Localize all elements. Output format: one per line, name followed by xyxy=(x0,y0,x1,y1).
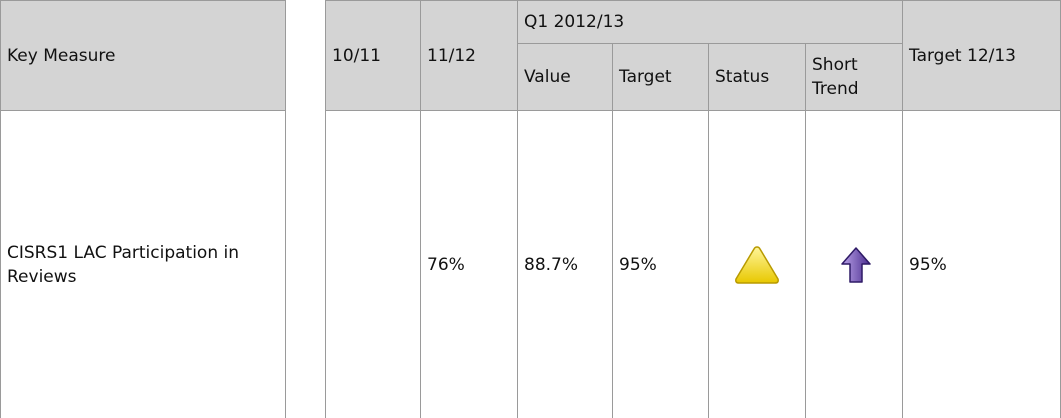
body-cell: 95% xyxy=(612,110,709,418)
body-cell xyxy=(708,110,806,418)
body-cell: 95% xyxy=(902,110,1061,418)
header-cell: Status xyxy=(708,43,806,111)
header-text: Value xyxy=(524,67,571,87)
group-title: Q1 2012/13 xyxy=(524,12,625,32)
header-cell: Key Measure xyxy=(0,0,286,111)
cell-text: 95% xyxy=(619,254,657,275)
header-cell: Value xyxy=(517,43,613,111)
header-text: 10/11 xyxy=(332,45,381,66)
header-cell: 11/12 xyxy=(420,0,518,111)
measure-text: CISRS1 LAC Participation in Reviews xyxy=(7,242,239,287)
cell-text: 76% xyxy=(427,254,465,275)
header-text: 11/12 xyxy=(427,45,476,66)
header-text: Status xyxy=(715,67,770,87)
cell-text: 95% xyxy=(909,254,947,275)
body-cell xyxy=(325,110,421,418)
header-text: Short Trend xyxy=(812,55,859,99)
header-cell: Short Trend xyxy=(805,43,903,111)
status-triangle-icon xyxy=(735,245,779,284)
body-cell: CISRS1 LAC Participation in Reviews xyxy=(0,110,286,418)
trend-up-arrow-icon xyxy=(841,246,871,283)
body-cell: 88.7% xyxy=(517,110,613,418)
body-cell: 76% xyxy=(420,110,518,418)
cell-text: 88.7% xyxy=(524,254,579,275)
header-text: Target xyxy=(619,67,672,87)
header-cell: 10/11 xyxy=(325,0,421,111)
header-text: Key Measure xyxy=(7,45,116,66)
body-cell xyxy=(805,110,903,418)
header-cell: Target xyxy=(612,43,709,111)
header-cell: Target 12/13 xyxy=(902,0,1061,111)
header-text: Target 12/13 xyxy=(909,45,1016,66)
group-header-cell: Q1 2012/13 xyxy=(517,0,903,44)
